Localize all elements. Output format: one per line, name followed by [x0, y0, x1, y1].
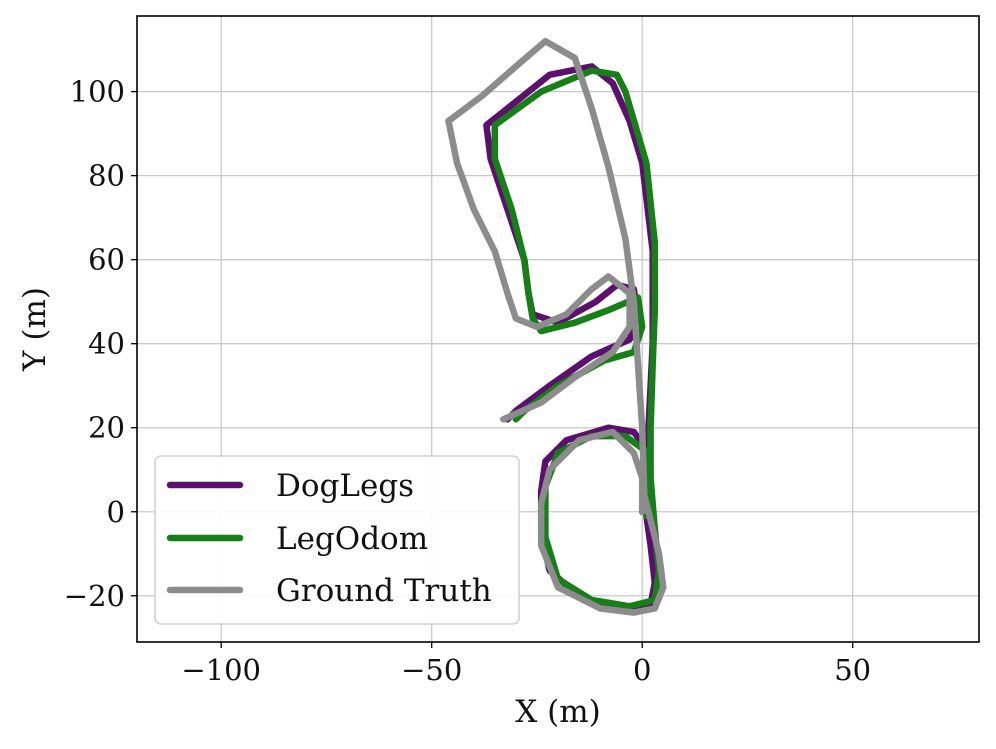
series-line-legodom	[491, 67, 663, 610]
y-tick-label: 40	[88, 327, 125, 361]
x-tick-label: −100	[181, 653, 261, 687]
legend-label-legodom: LegOdom	[276, 521, 428, 557]
legend-label-doglegs: DogLegs	[276, 468, 414, 504]
legend-box	[154, 455, 520, 625]
y-tick-label: 60	[88, 243, 125, 277]
x-tick-label: 0	[633, 653, 651, 687]
y-tick-label: 100	[70, 75, 125, 109]
y-tick-label: 80	[88, 159, 125, 193]
series-line-ground-truth	[445, 37, 667, 616]
legend-label-ground-truth: Ground Truth	[276, 573, 492, 609]
y-axis-label: Y (m)	[17, 287, 53, 372]
x-tick-label: 50	[834, 653, 871, 687]
legend: DogLegs LegOdom Ground Truth	[154, 455, 520, 625]
y-tick-label: 0	[107, 495, 125, 529]
x-axis-label: X (m)	[515, 694, 601, 730]
series-layer	[445, 37, 667, 616]
ticks: −100 −50 0 50 −20 0 20 40 60 80 100	[64, 75, 871, 687]
plot-frame	[136, 15, 980, 643]
y-tick-label: 20	[88, 411, 125, 445]
x-tick-label: −50	[401, 653, 462, 687]
y-tick-label: −20	[64, 579, 125, 613]
